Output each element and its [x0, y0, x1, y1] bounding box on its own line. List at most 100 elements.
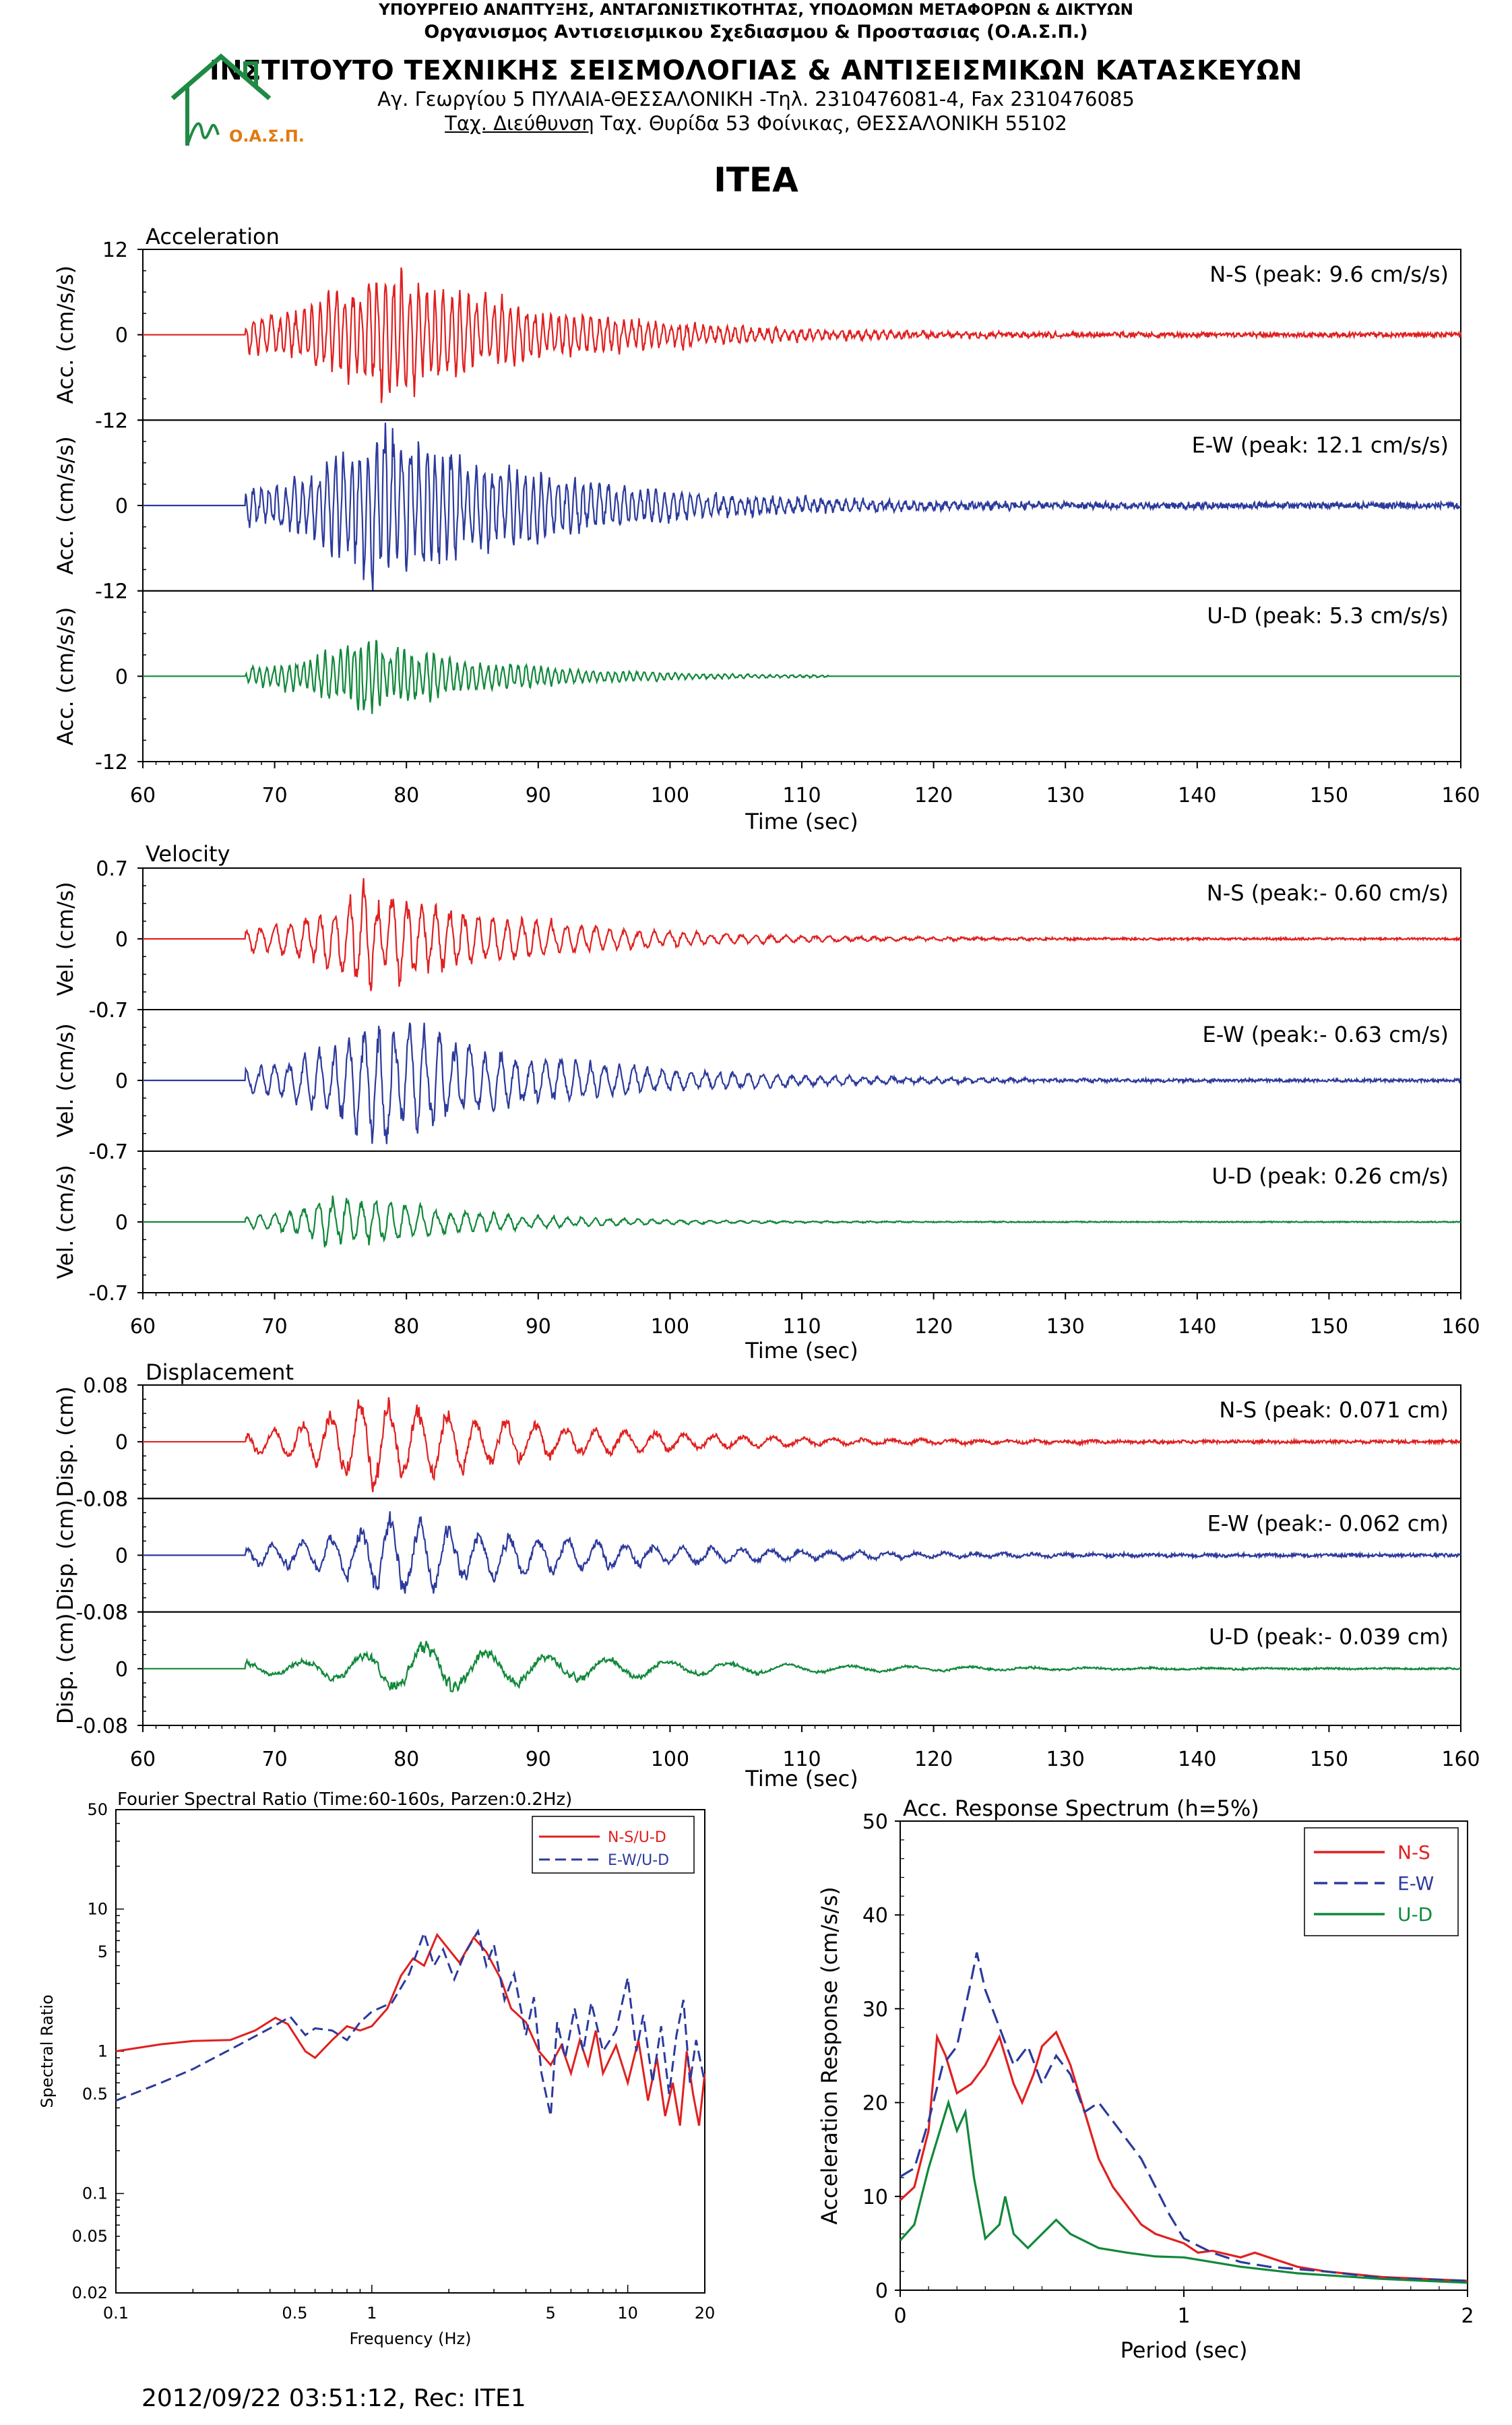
y-tick-label: 0.08: [83, 1487, 128, 1511]
x-tick-label: 160: [1441, 1315, 1480, 1339]
x-tick-label: 130: [1046, 1748, 1085, 1771]
y-tick-label: 0: [115, 324, 128, 348]
y-tick-label: 30: [862, 1998, 888, 2021]
series-trace-0: [143, 878, 1461, 991]
series-line-1: [115, 1928, 706, 2117]
x-tick-label: 80: [393, 1748, 419, 1771]
y-tick-label: 1: [98, 2042, 108, 2061]
series-trace-0: [143, 1397, 1461, 1493]
y-tick-label: 20: [862, 2092, 888, 2116]
y-axis-label: Vel. (cm/s): [53, 882, 78, 996]
x-tick-label: 60: [130, 1748, 156, 1771]
x-tick-label: 100: [651, 784, 689, 807]
x-tick-label: 10: [617, 2304, 638, 2323]
series-label: E-W (peak:- 0.062 cm): [1207, 1510, 1449, 1536]
y-tick-label: 0.7: [96, 857, 128, 881]
x-tick-label: 0: [893, 2304, 906, 2328]
y-tick-label: 12: [102, 239, 128, 262]
y-tick-label: 0.7: [96, 999, 128, 1022]
y-tick-label: -0.7: [88, 1140, 128, 1164]
series-label: U-D (peak: 0.26 cm/s): [1212, 1163, 1449, 1189]
y-axis-label: Acc. (cm/s/s): [53, 607, 78, 745]
y-tick-label: 0: [115, 1658, 128, 1682]
series-label: E-W (peak:- 0.63 cm/s): [1202, 1022, 1449, 1047]
legend-label-1: E-W/U-D: [608, 1852, 669, 1869]
postal-label: Ταχ. Διεύθυνση: [445, 112, 594, 135]
panel-title: Velocity: [146, 841, 230, 867]
legend-box: [1304, 1827, 1459, 1936]
series-trace-1: [143, 1022, 1461, 1144]
panel-title: Displacement: [146, 1359, 294, 1385]
x-axis-label: Time (sec): [745, 809, 858, 834]
y-tick-label: -0.08: [75, 1487, 128, 1511]
y-tick-label: -0.08: [75, 1601, 128, 1625]
x-tick-label: 120: [914, 1748, 953, 1771]
ministry-title: ΥΠΟΥΡΓΕΙΟ ΑΝΑΠΤΥΞΗΣ, ΑΝΤΑΓΩΝΙΣΤΙΚΟΤΗΤΑΣ,…: [379, 1, 1133, 19]
legend-label-0: N-S/U-D: [608, 1829, 666, 1846]
legend-label-0: N-S: [1397, 1841, 1430, 1864]
y-tick-label: 0: [115, 665, 128, 689]
legend: N-S/U-D E-W/U-D: [532, 1816, 695, 1874]
y-tick-label: 0.1: [82, 2184, 108, 2203]
x-tick-label: 0.5: [282, 2304, 307, 2323]
x-tick-label: 130: [1046, 784, 1085, 807]
station-title: ITEA: [714, 160, 798, 199]
address-line: Αγ. Γεωργίου 5 ΠΥΛΑΙΑ-ΘΕΣΣΑΛΟΝΙΚΗ -Τηλ. …: [377, 88, 1135, 111]
series-trace-2: [143, 640, 1461, 714]
series-label: N-S (peak:- 0.60 cm/s): [1207, 880, 1449, 906]
series-line-2: [899, 2099, 1468, 2284]
y-tick-label: -12: [95, 580, 128, 604]
x-tick-label: 80: [393, 1315, 419, 1339]
series-label: U-D (peak: 5.3 cm/s/s): [1207, 603, 1449, 629]
x-tick-label: 60: [130, 784, 156, 807]
x-tick-label: 100: [651, 1748, 689, 1771]
x-tick-label: 110: [782, 1315, 821, 1339]
legend: N-S E-W U-D: [1304, 1827, 1459, 1936]
y-tick-label: -12: [95, 409, 128, 433]
x-axis-label: Frequency (Hz): [350, 2329, 472, 2348]
y-tick-label: -0.7: [88, 1282, 128, 1306]
legend-box: [532, 1816, 695, 1874]
y-tick-label: 0.08: [83, 1374, 128, 1398]
y-axis-label: Disp. (cm): [53, 1386, 78, 1498]
y-tick-label: 0: [115, 1545, 128, 1568]
x-tick-label: 110: [782, 1748, 821, 1771]
series-label: U-D (peak:- 0.039 cm): [1209, 1624, 1449, 1650]
legend-label-1: E-W: [1397, 1872, 1434, 1895]
x-tick-label: 2: [1461, 2304, 1474, 2328]
y-axis-label: Disp. (cm): [53, 1614, 78, 1725]
x-tick-label: 150: [1310, 1315, 1348, 1339]
response-spectrum-chart: Acc. Response Spectrum (h=5%)01020304050…: [817, 1795, 1474, 2363]
velocity-panel: Velocity 0.7 0 -0.7 Vel. (cm/s) N-S (peak:- 0…: [53, 841, 1480, 1363]
y-tick-label: 0: [115, 1431, 128, 1454]
y-tick-label: -12: [95, 751, 128, 774]
plot-frame: [115, 1809, 705, 2294]
series-label: N-S (peak: 9.6 cm/s/s): [1209, 262, 1449, 287]
subplot-1: 12 0 -12 Acc. (cm/s/s) E-W (peak: 12.1 cm/s/…: [53, 409, 1461, 604]
x-tick-label: 140: [1178, 784, 1216, 807]
y-axis-label: Disp. (cm): [53, 1500, 78, 1611]
y-axis-label: Vel. (cm/s): [53, 1165, 78, 1279]
fourier-ratio-chart: Fourier Spectral Ratio (Time:60-160s, Pa…: [38, 1789, 715, 2348]
series-line-0: [899, 2030, 1468, 2282]
series-trace-1: [143, 1511, 1461, 1594]
y-axis-label: Vel. (cm/s): [53, 1023, 78, 1138]
chart-title: Acc. Response Spectrum (h=5%): [903, 1795, 1259, 1821]
x-tick-label: 80: [393, 784, 419, 807]
y-tick-label: -0.08: [75, 1715, 128, 1738]
y-tick-label: 0.5: [82, 2085, 108, 2104]
panel-title: Acceleration: [146, 224, 280, 249]
y-tick-label: 0: [115, 495, 128, 518]
y-tick-label: 50: [862, 1810, 888, 1834]
y-tick-label: 0: [875, 2279, 888, 2303]
x-tick-label: 160: [1441, 784, 1480, 807]
y-tick-label: 40: [862, 1904, 888, 1928]
legend-label-2: U-D: [1397, 1903, 1432, 1926]
acceleration-panel: Acceleration 12 0 -12 Acc. (cm/s/s) N-S (peak…: [53, 224, 1480, 834]
y-tick-label: 0: [115, 1211, 128, 1235]
x-tick-label: 100: [651, 1315, 689, 1339]
x-tick-label: 70: [262, 1748, 288, 1771]
